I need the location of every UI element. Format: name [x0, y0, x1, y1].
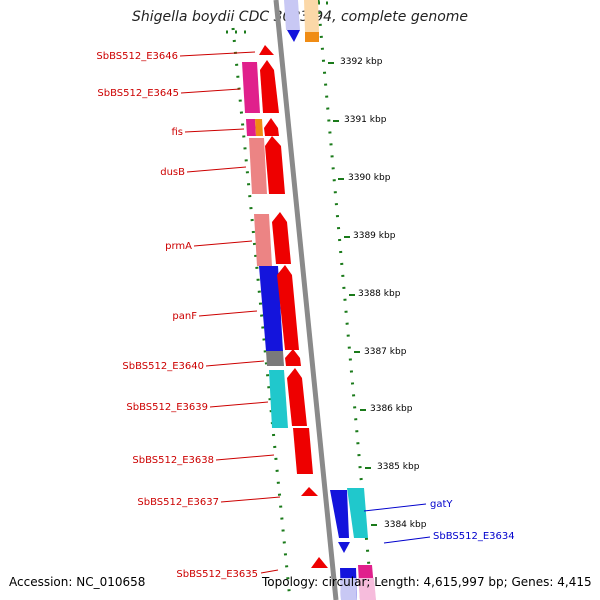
gene-label-SbBS512_E3634[interactable]: SbBS512_E3634 — [433, 531, 515, 542]
gene-label-SbBS512_E3639[interactable]: SbBS512_E3639 — [126, 402, 208, 413]
map-title: Shigella boydii CDC 3083-94, complete ge… — [131, 9, 469, 25]
gene-labels-left: SbBS512_E3646 SbBS512_E3645 fis dusB prm… — [96, 51, 281, 580]
scale-tick-label: 3388 kbp — [358, 289, 401, 299]
gene-fis-arrow[interactable] — [264, 118, 279, 136]
scale-bar: 3392 kbp 3391 kbp 3390 kbp 3389 kbp 3388… — [328, 57, 427, 530]
map-outline — [226, 0, 374, 600]
gene-SbBS512_E3634[interactable] — [347, 488, 368, 538]
gene-SbBS512_E3638-arrow[interactable] — [293, 428, 313, 474]
red-gene-arrows — [259, 45, 328, 568]
gene-dusB-arrow[interactable] — [265, 136, 285, 194]
scale-tick-label: 3385 kbp — [377, 462, 420, 472]
gene-SbBS512_E3635-arrow[interactable] — [311, 557, 328, 568]
gene-SbBS512_E3640-box[interactable] — [266, 351, 284, 366]
gene-prmA-box[interactable] — [254, 214, 272, 266]
scale-tick-label: 3392 kbp — [340, 57, 383, 67]
gene-SbBS512_E3639-box[interactable] — [269, 370, 288, 428]
gene-prmA-arrow[interactable] — [272, 212, 291, 264]
scale-tick-label: 3390 kbp — [348, 173, 391, 183]
gene-label-dusB[interactable]: dusB — [160, 167, 185, 178]
scale-tick-label: 3387 kbp — [364, 347, 407, 357]
genome-backbone — [273, 0, 339, 600]
gene-label-SbBS512_E3646[interactable]: SbBS512_E3646 — [96, 51, 178, 62]
gene-partial-bottom-lightpink[interactable] — [358, 578, 376, 600]
gene-panF-box[interactable] — [259, 266, 283, 351]
gene-partial-top-peach[interactable] — [304, 0, 319, 32]
gene-label-gatY[interactable]: gatY — [430, 499, 453, 510]
gene-gatY[interactable] — [330, 490, 350, 553]
gene-partial-top-blue[interactable] — [287, 30, 300, 42]
gene-panF-arrow[interactable] — [277, 265, 299, 350]
gene-label-SbBS512_E3645[interactable]: SbBS512_E3645 — [97, 88, 179, 99]
gene-SbBS512_E3637-arrow[interactable] — [301, 487, 318, 496]
gene-label-prmA[interactable]: prmA — [165, 241, 192, 252]
gene-dusB-box[interactable] — [249, 138, 267, 194]
gene-partial-bottom-lavender[interactable] — [340, 578, 357, 600]
gene-label-panF[interactable]: panF — [172, 311, 197, 322]
gene-SbBS512_E3645-box[interactable] — [242, 62, 260, 113]
gene-SbBS512_E3646-arrow[interactable] — [259, 45, 274, 55]
gene-label-fis[interactable]: fis — [171, 127, 183, 138]
gene-fis-box[interactable] — [246, 119, 256, 136]
scale-tick-label: 3384 kbp — [384, 520, 427, 530]
gene-labels-right: gatY SbBS512_E3634 — [363, 499, 515, 544]
gene-fis-orange[interactable] — [255, 119, 263, 136]
accession-text: Accession: NC_010658 — [9, 575, 146, 589]
scale-tick-label: 3391 kbp — [344, 115, 387, 125]
gene-partial-top-lavender[interactable] — [284, 0, 300, 30]
gene-label-SbBS512_E3638[interactable]: SbBS512_E3638 — [132, 455, 214, 466]
gene-SbBS512_E3640-arrow[interactable] — [285, 349, 301, 366]
gene-label-SbBS512_E3640[interactable]: SbBS512_E3640 — [122, 361, 204, 372]
scale-tick-label: 3386 kbp — [370, 404, 413, 414]
gene-SbBS512_E3639-arrow[interactable] — [287, 368, 307, 426]
gene-partial-top-orange[interactable] — [305, 32, 319, 42]
gene-label-SbBS512_E3635[interactable]: SbBS512_E3635 — [176, 569, 258, 580]
scale-tick-label: 3389 kbp — [353, 231, 396, 241]
gene-label-SbBS512_E3637[interactable]: SbBS512_E3637 — [137, 497, 219, 508]
gene-SbBS512_E3645-arrow[interactable] — [260, 60, 279, 113]
genome-stats-text: Topology: circular; Length: 4,615,997 bp… — [262, 575, 592, 589]
